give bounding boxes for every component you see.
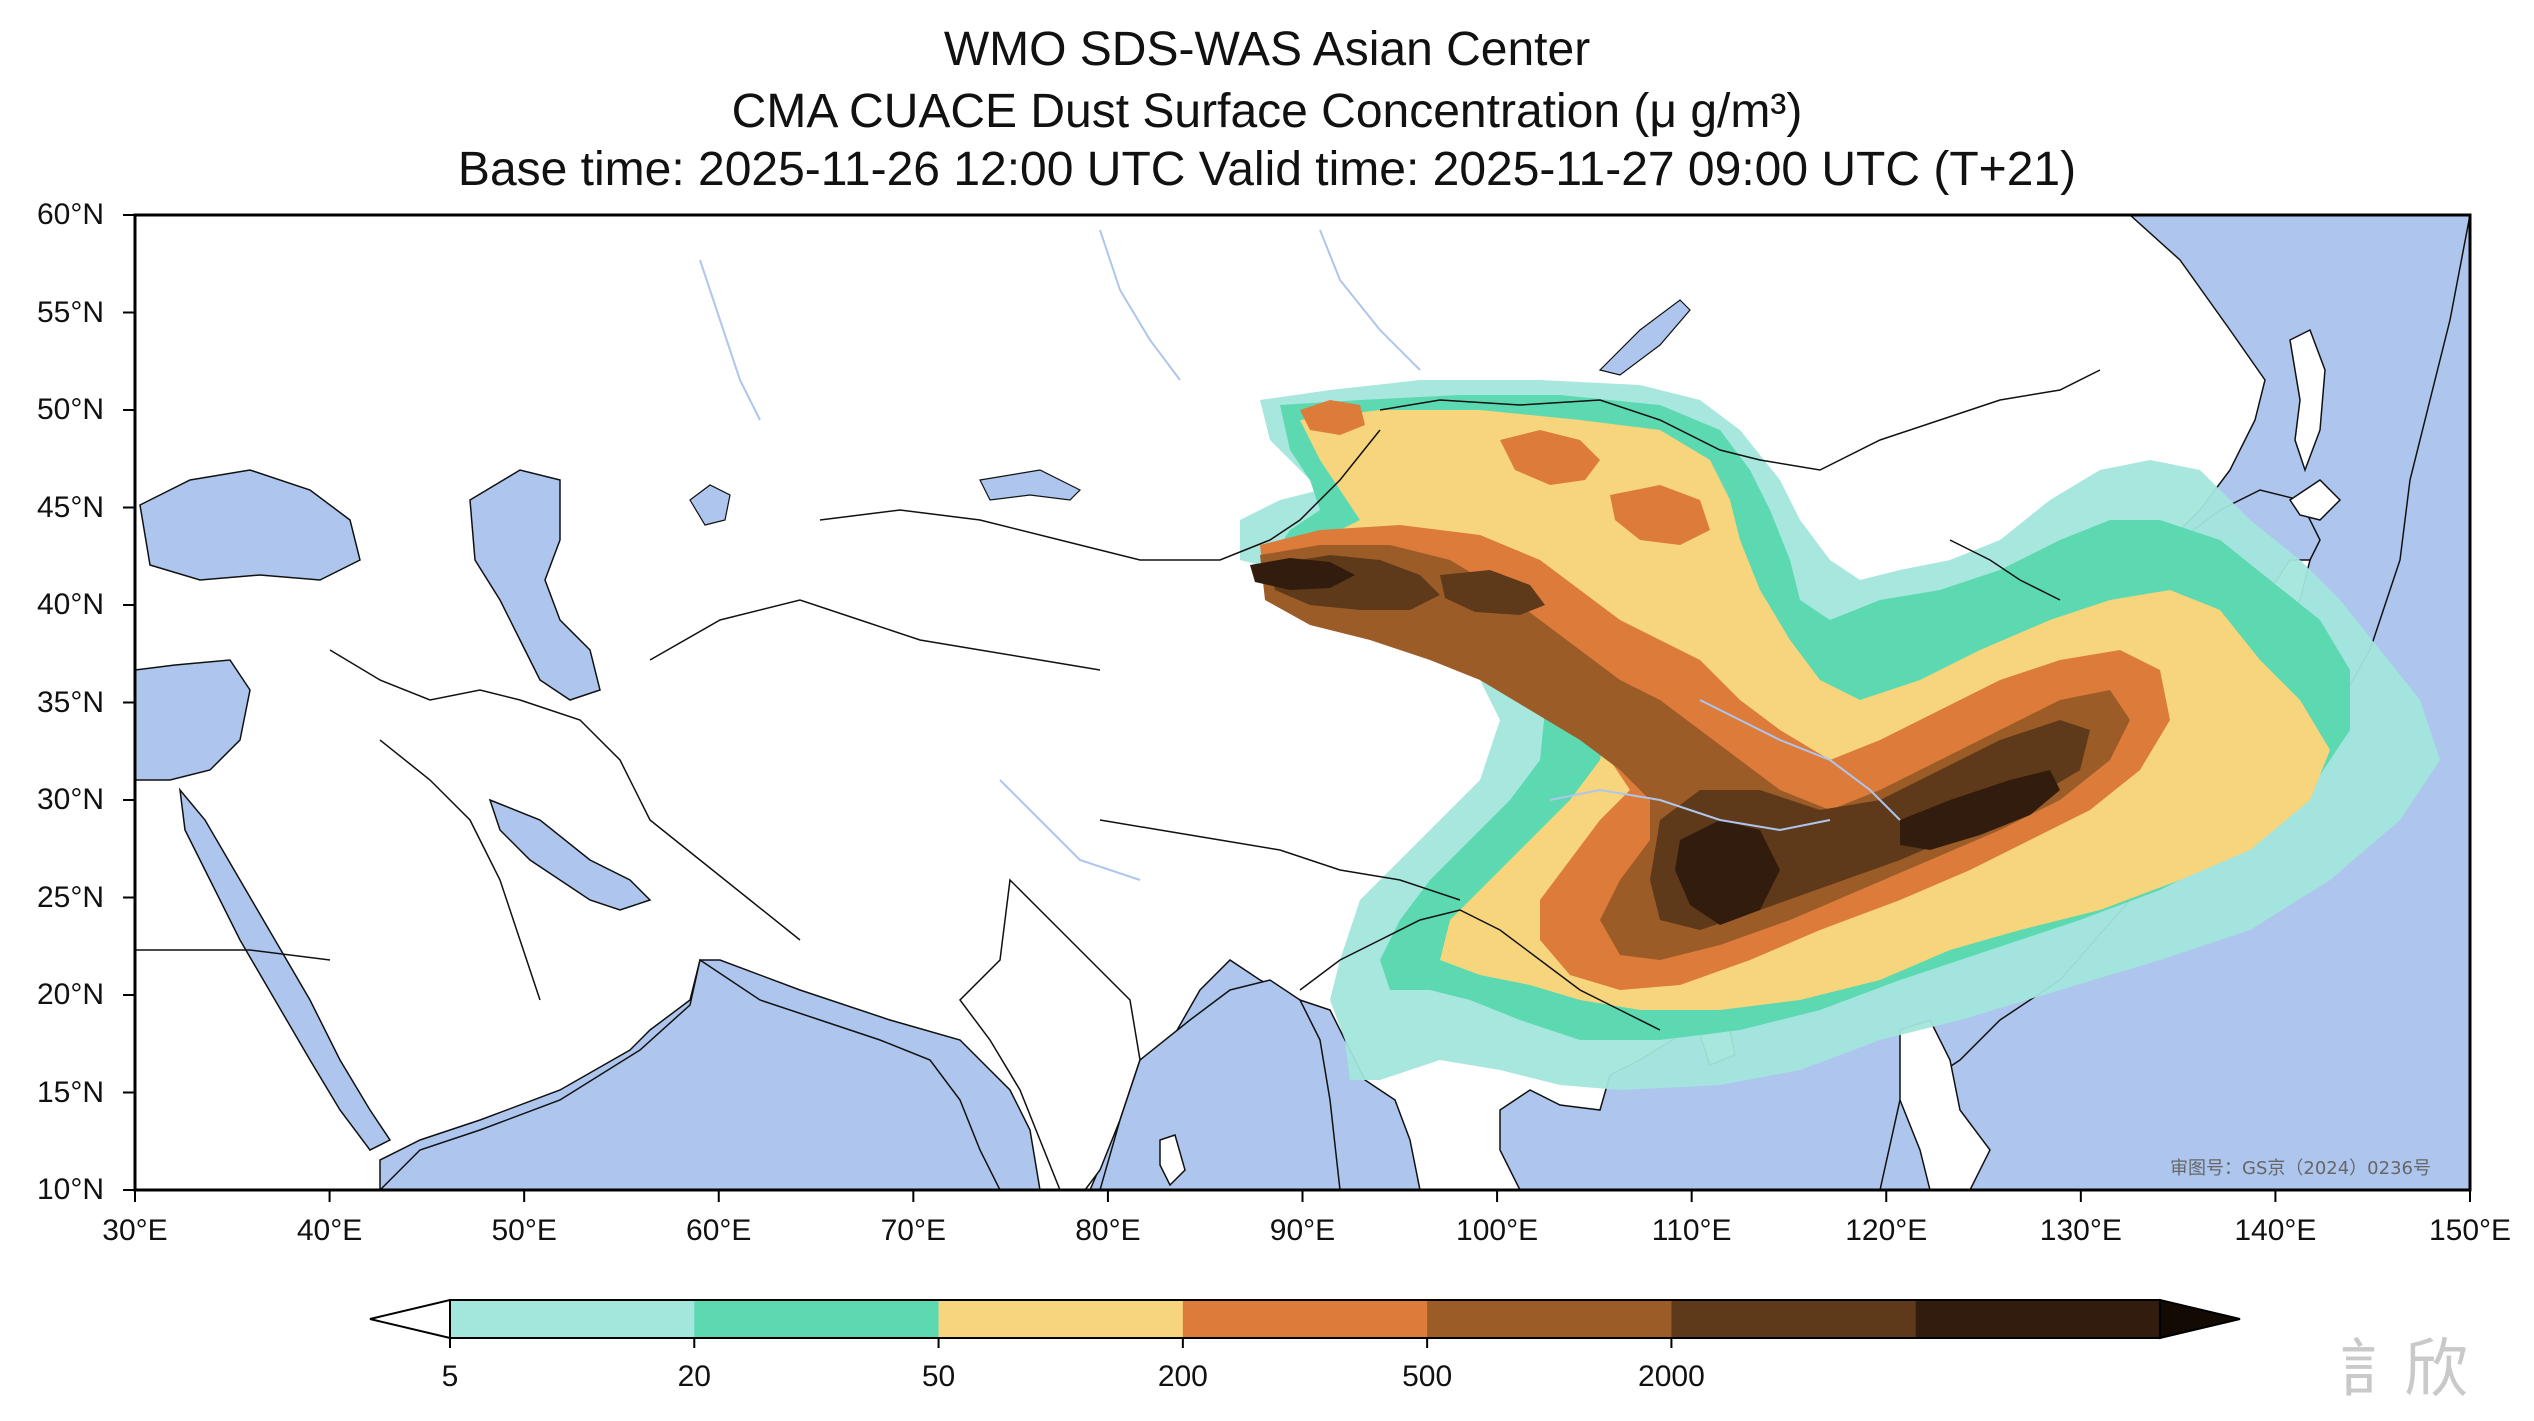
arabian-sea	[378, 958, 1001, 1190]
lon-label: 140°E	[2234, 1214, 2317, 1247]
map-title: WMO SDS-WAS Asian Center	[943, 23, 1591, 76]
colorbar-frame	[449, 1299, 2161, 1339]
dust-level-200-500-north3	[1300, 400, 1365, 435]
sri-lanka	[1159, 1134, 1186, 1187]
sakhalin	[2289, 328, 2326, 473]
map-approval-stamp: 审图号：GS京（2024）0236号	[2170, 1158, 2431, 1179]
lat-label: 40°N	[36, 588, 104, 621]
lat-label: 35°N	[36, 685, 104, 719]
hokkaido	[2288, 479, 2342, 521]
dust-level-2000-plus-2	[1440, 570, 1545, 615]
mediterranean	[135, 659, 251, 781]
lon-label: 100°E	[1456, 1214, 1539, 1247]
lat-label: 25°N	[36, 880, 104, 914]
colorbar	[369, 1298, 2241, 1348]
lon-label: 50°E	[491, 1214, 557, 1247]
colorbar-segment	[938, 1300, 1184, 1338]
colorbar-segment	[450, 1300, 695, 1338]
y-tick-marks	[123, 214, 135, 1191]
lon-label: 30°E	[102, 1214, 168, 1247]
black-sea	[139, 469, 361, 581]
lon-label: 40°E	[296, 1214, 363, 1247]
dust-level-500-2000	[1260, 545, 2130, 960]
philippines	[1899, 1019, 1991, 1190]
map-subtitle: CMA CUACE Dust Surface Concentration (μ …	[731, 85, 1803, 138]
colorbar-label: 20	[677, 1360, 711, 1393]
colorbar-label: 200	[1157, 1360, 1208, 1393]
aral-sea	[689, 484, 731, 526]
dust-level-max-3	[1900, 770, 2060, 850]
lat-label: 10°N	[36, 1173, 104, 1206]
colorbar-segment	[694, 1300, 940, 1338]
lake-baikal	[1598, 299, 1691, 376]
lat-label: 20°N	[36, 978, 104, 1011]
colorbar-label: 5	[441, 1360, 459, 1393]
lake-balkhash	[979, 469, 1082, 501]
dust-level-max-2	[1675, 820, 1780, 925]
lon-label: 60°E	[686, 1214, 752, 1247]
rivers	[699, 229, 1901, 881]
lon-label: 80°E	[1075, 1214, 1141, 1247]
dust-level-max	[1250, 558, 1355, 590]
colorbar-segment	[1427, 1300, 1672, 1338]
lon-label: 70°E	[880, 1214, 947, 1247]
dust-level-200-500-north	[1500, 430, 1600, 485]
colorbar-segment	[1182, 1300, 1428, 1338]
lon-label: 120°E	[1845, 1214, 1928, 1247]
watermark: 訁欣	[2340, 1333, 2468, 1407]
lat-label: 15°N	[36, 1075, 104, 1109]
caspian-sea	[469, 469, 601, 701]
bay-of-bengal	[1099, 979, 1341, 1190]
lat-label: 30°N	[36, 783, 104, 816]
colorbar-over-arrow	[2159, 1298, 2241, 1340]
colorbar-under-arrow	[369, 1298, 451, 1340]
country-borders	[135, 369, 2101, 1031]
lon-label: 110°E	[1651, 1214, 1732, 1247]
lat-label: 60°N	[36, 198, 104, 231]
colorbar-label: 50	[921, 1360, 956, 1393]
colorbar-label: 500	[1402, 1360, 1453, 1393]
dust-level-50-200	[1300, 410, 2330, 1010]
lat-label: 55°N	[36, 295, 104, 329]
forecast-time-line: Base time: 2025-11-26 12:00 UTC Valid ti…	[457, 143, 2077, 196]
dust-level-200-500-north2	[1610, 485, 1710, 545]
india-peninsula	[959, 878, 1141, 1190]
lat-label: 45°N	[36, 490, 104, 524]
lon-label: 150°E	[2428, 1214, 2512, 1247]
red-sea	[178, 787, 392, 1151]
colorbar-segment	[1915, 1300, 2161, 1338]
lon-label: 90°E	[1269, 1214, 1336, 1247]
colorbar-label: 2000	[1638, 1360, 1705, 1393]
persian-gulf	[488, 798, 652, 911]
lon-label: 130°E	[2039, 1214, 2122, 1247]
lat-label: 50°N	[36, 393, 104, 426]
colorbar-segment	[1671, 1300, 1917, 1338]
x-tick-marks	[134, 1190, 2471, 1202]
